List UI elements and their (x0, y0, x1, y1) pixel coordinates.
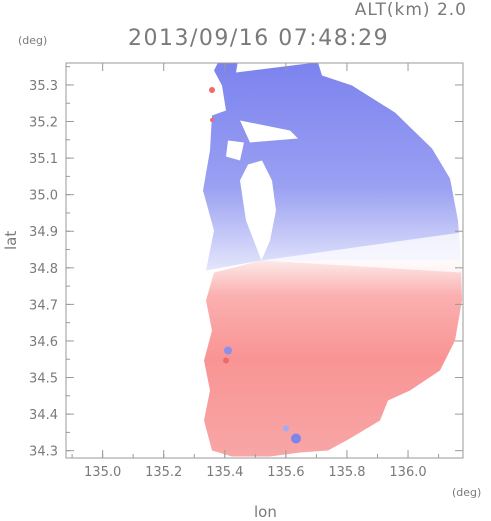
echo-speckle (283, 425, 289, 432)
y-tick-label: 34.3 (29, 445, 58, 460)
y-tick-label: 34.4 (29, 408, 58, 423)
x-tick-label: 136.0 (389, 465, 426, 480)
y-tick-label: 34.5 (29, 372, 58, 387)
zero-velocity-band (261, 232, 461, 273)
x-axis-ticks: 135.0 135.2 135.4 135.6 135.8 136.0 (71, 63, 440, 480)
y-tick-label: 35.0 (29, 189, 58, 204)
x-tick-label: 135.4 (206, 465, 243, 480)
plot-timestamp: 2013/09/16 07:48:29 (128, 26, 390, 51)
y-tick-label: 34.7 (29, 298, 58, 313)
no-echo-gap (226, 140, 244, 161)
y-tick-label: 35.1 (29, 152, 58, 167)
echo-speckle (224, 346, 232, 355)
no-echo-gap (240, 120, 298, 143)
y-tick-label: 34.9 (29, 225, 58, 240)
x-tick-label: 135.6 (267, 465, 304, 480)
no-echo-gap (240, 160, 276, 261)
echo-speckle (223, 357, 229, 364)
y-axis-ticks: 34.3 34.4 34.5 34.6 34.7 34.8 34.9 35.0 35.1 35.2… (29, 66, 463, 460)
y-tick-label: 35.2 (29, 116, 58, 131)
x-axis-label: lon (254, 503, 277, 521)
x-axis-unit: (deg) (452, 486, 482, 499)
velocity-field (203, 63, 462, 457)
echo-speckle (209, 87, 215, 93)
y-tick-label: 35.3 (29, 79, 58, 94)
y-tick-label: 34.8 (29, 262, 58, 277)
x-tick-label: 135.2 (145, 465, 182, 480)
x-tick-label: 135.8 (328, 465, 365, 480)
receding-velocity-region (204, 260, 462, 457)
altitude-label: ALT(km) 2.0 (354, 0, 467, 20)
echo-speckle (291, 433, 301, 444)
echo-speckle (210, 118, 214, 122)
plot-frame (65, 62, 464, 459)
x-tick-label: 135.0 (84, 465, 121, 480)
y-axis-unit: (deg) (18, 34, 48, 47)
y-tick-label: 34.6 (29, 335, 58, 350)
